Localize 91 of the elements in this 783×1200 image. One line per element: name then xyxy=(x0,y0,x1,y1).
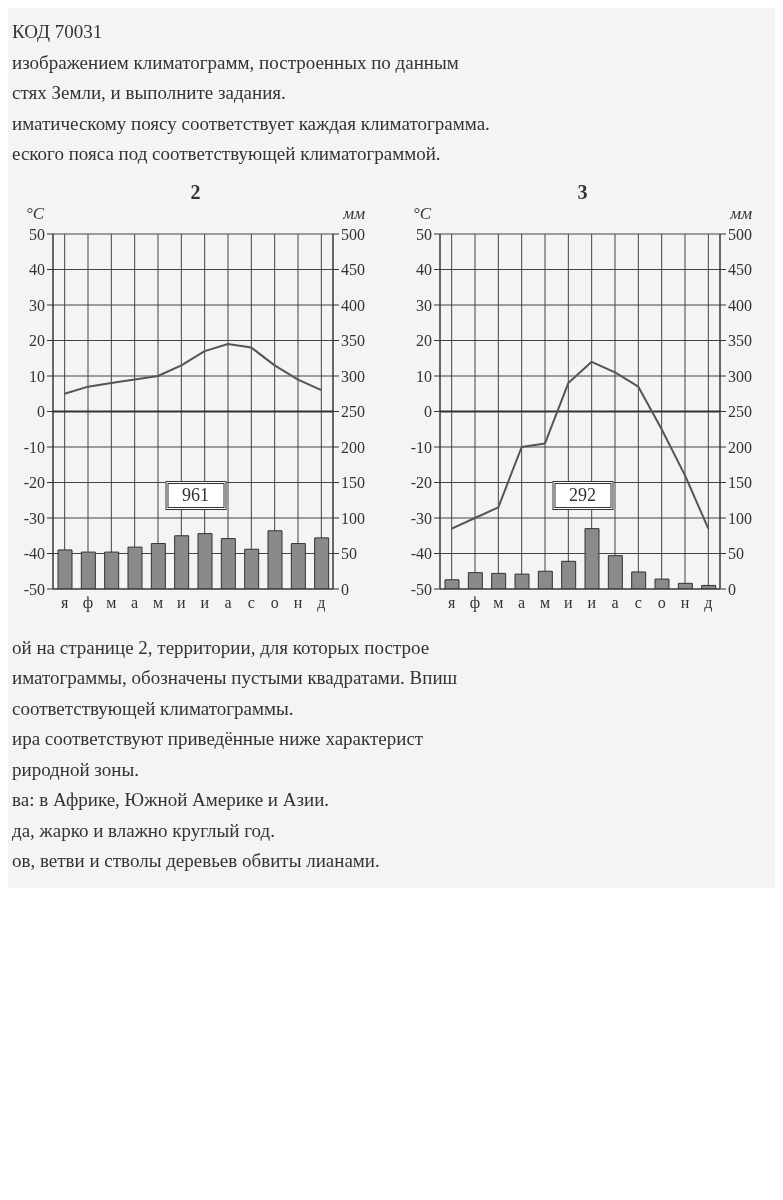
y-tick-label: 30 xyxy=(29,296,45,314)
y-axis-title: °C xyxy=(26,203,45,224)
text: да, жарко и влажно круглый год. xyxy=(12,818,276,843)
x-tick-label: и xyxy=(587,593,597,611)
y2-tick-label: 350 xyxy=(341,331,365,349)
y2-tick-label: 200 xyxy=(728,438,752,456)
x-tick-label: м xyxy=(539,593,551,611)
y-tick-label: -40 xyxy=(23,544,45,562)
y2-tick-label: 500 xyxy=(728,225,752,243)
x-tick-label: я xyxy=(447,593,456,611)
y-tick-label: -10 xyxy=(23,438,45,456)
line-series xyxy=(63,342,323,395)
text: изображением климатограмм, построенных по данным xyxy=(12,50,460,75)
text: иматограммы, обозначены пустыми квадратами. Впиш xyxy=(12,666,459,690)
y-tick-label: 40 xyxy=(29,260,45,278)
y-tick-label: -50 xyxy=(23,580,45,598)
chart-title: 2 xyxy=(189,180,202,204)
y-tick-label: 0 xyxy=(424,402,432,420)
x-tick-label: н xyxy=(680,593,690,611)
y2-tick-label: 250 xyxy=(728,402,752,420)
y2-tick-label: 100 xyxy=(728,509,752,527)
text: иматическому поясу соответствует каждая климатограмма. xyxy=(12,111,491,136)
y2-tick-label: 150 xyxy=(728,473,752,491)
x-tick-label: м xyxy=(493,593,504,611)
x-tick-label: м xyxy=(106,593,117,611)
y2-tick-label: 350 xyxy=(728,331,752,349)
y2-tick-label: 150 xyxy=(341,473,365,491)
y-tick-label: -30 xyxy=(410,509,432,527)
y-tick-label: 30 xyxy=(416,296,432,314)
y2-tick-label: 0 xyxy=(341,580,349,598)
text: ира соответствуют приведённые ниже характерист xyxy=(12,727,425,751)
x-tick-label: а xyxy=(131,593,139,611)
x-tick-label: с xyxy=(634,593,642,611)
y-tick-label: -20 xyxy=(23,473,45,491)
y-tick-label: -50 xyxy=(410,580,432,598)
y2-tick-label: 100 xyxy=(341,509,365,527)
y2-axis-title: мм xyxy=(343,203,365,224)
y2-tick-label: 500 xyxy=(341,225,365,243)
x-tick-label: о xyxy=(657,593,666,611)
y-tick-label: 20 xyxy=(416,331,432,349)
y-tick-label: 20 xyxy=(29,331,45,349)
x-tick-label: и xyxy=(200,593,210,611)
text: ой на странице 2, территории, для которых построе xyxy=(12,635,431,660)
y-tick-label: -30 xyxy=(23,509,45,527)
y-tick-label: 50 xyxy=(416,225,432,243)
y2-tick-label: 300 xyxy=(728,367,752,385)
text: ов, ветви и стволы деревьев обвиты лианами. xyxy=(12,849,381,873)
y-tick-label: 50 xyxy=(29,225,45,243)
y2-tick-label: 400 xyxy=(341,296,365,314)
chart-title: 3 xyxy=(576,180,589,204)
y-tick-label: 10 xyxy=(416,367,432,385)
text: ва: в Африке, Южной Америке и Азии. xyxy=(12,788,331,812)
x-tick-label: и xyxy=(564,593,574,611)
y2-tick-label: 400 xyxy=(728,296,752,314)
x-tick-label: м xyxy=(152,593,164,611)
x-tick-label: д xyxy=(704,593,713,612)
x-tick-label: н xyxy=(293,593,303,611)
y-tick-label: -20 xyxy=(410,473,432,491)
x-tick-label: ф xyxy=(82,593,94,612)
annotation: 961 xyxy=(165,480,226,510)
y2-tick-label: 450 xyxy=(728,260,752,278)
y2-tick-label: 200 xyxy=(341,438,365,456)
text: еского пояса под соответствующей климатограммой. xyxy=(12,142,442,166)
x-tick-label: д xyxy=(317,593,326,612)
y-tick-label: 40 xyxy=(416,260,432,278)
text: стях Земли, и выполните задания. xyxy=(12,81,287,105)
x-tick-label: я xyxy=(60,593,69,611)
y2-tick-label: 450 xyxy=(341,260,365,278)
y-tick-label: 0 xyxy=(37,402,45,420)
x-tick-label: о xyxy=(270,593,279,611)
annotation: 292 xyxy=(552,480,613,510)
x-tick-label: с xyxy=(247,593,255,611)
line-series xyxy=(450,360,710,530)
y2-tick-label: 0 xyxy=(728,580,736,598)
y-axis-title: °C xyxy=(413,203,432,224)
y2-axis-title: мм xyxy=(730,203,752,224)
x-tick-label: ф xyxy=(469,593,481,612)
x-tick-label: а xyxy=(224,593,232,611)
y-tick-label: 10 xyxy=(29,367,45,385)
y-tick-label: -10 xyxy=(410,438,432,456)
y2-tick-label: 300 xyxy=(341,367,365,385)
text: КОД 70031 xyxy=(12,20,104,44)
y2-tick-label: 50 xyxy=(728,544,744,562)
x-tick-label: а xyxy=(611,593,619,611)
x-tick-label: и xyxy=(177,593,187,611)
text: риродной зоны. xyxy=(12,757,140,782)
x-tick-label: а xyxy=(518,593,526,611)
text: соответствующей климатограммы. xyxy=(12,696,295,721)
y-tick-label: -40 xyxy=(410,544,432,562)
y2-tick-label: 250 xyxy=(341,402,365,420)
y2-tick-label: 50 xyxy=(341,544,357,562)
